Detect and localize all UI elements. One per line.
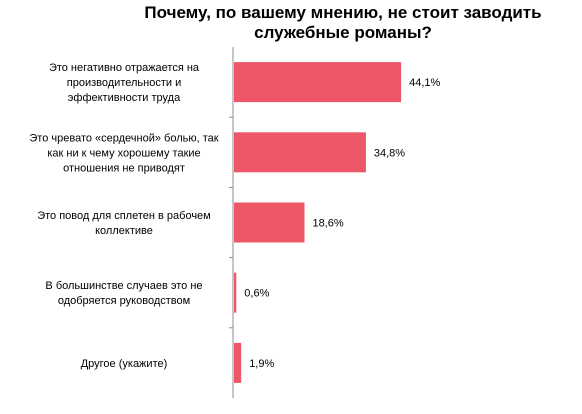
bar	[234, 132, 366, 173]
bar	[234, 62, 402, 103]
category-label: как ни к чему хорошему такие	[47, 147, 200, 159]
bar-value-label: 44,1%	[409, 77, 440, 89]
value-labels: 44,1% 34,8% 18,6% 0,6% 1,9%	[244, 77, 440, 370]
category-label: одобряется руководством	[58, 295, 190, 307]
bars	[229, 62, 402, 383]
bar	[234, 342, 242, 383]
category-label: отношения не приводят	[63, 162, 185, 174]
chart-title-line: служебные романы?	[254, 23, 432, 42]
bar	[234, 202, 305, 243]
category-label: В большинстве случаев это не	[45, 280, 202, 292]
bar	[234, 272, 237, 313]
category-label: коллективе	[95, 225, 153, 237]
category-label: производительности и	[67, 77, 181, 89]
category-label: Это чревато «сердечной» болью, так	[29, 132, 218, 144]
bar-value-label: 1,9%	[249, 358, 274, 370]
bar-value-label: 18,6%	[313, 218, 344, 230]
category-label: Это повод для сплетен в рабочем	[37, 210, 211, 222]
bar-value-label: 34,8%	[374, 147, 405, 159]
category-label: Это негативно отражается на	[49, 62, 200, 74]
chart-title-line: Почему, по вашему мнению, не стоит завод…	[144, 3, 541, 22]
category-labels: Это негативно отражается на производитель…	[29, 62, 218, 370]
category-label: эффективности труда	[68, 92, 181, 104]
bar-value-label: 0,6%	[244, 288, 269, 300]
category-label: Другое (укажите)	[81, 358, 168, 370]
chart-title: Почему, по вашему мнению, не стоит завод…	[144, 3, 541, 42]
